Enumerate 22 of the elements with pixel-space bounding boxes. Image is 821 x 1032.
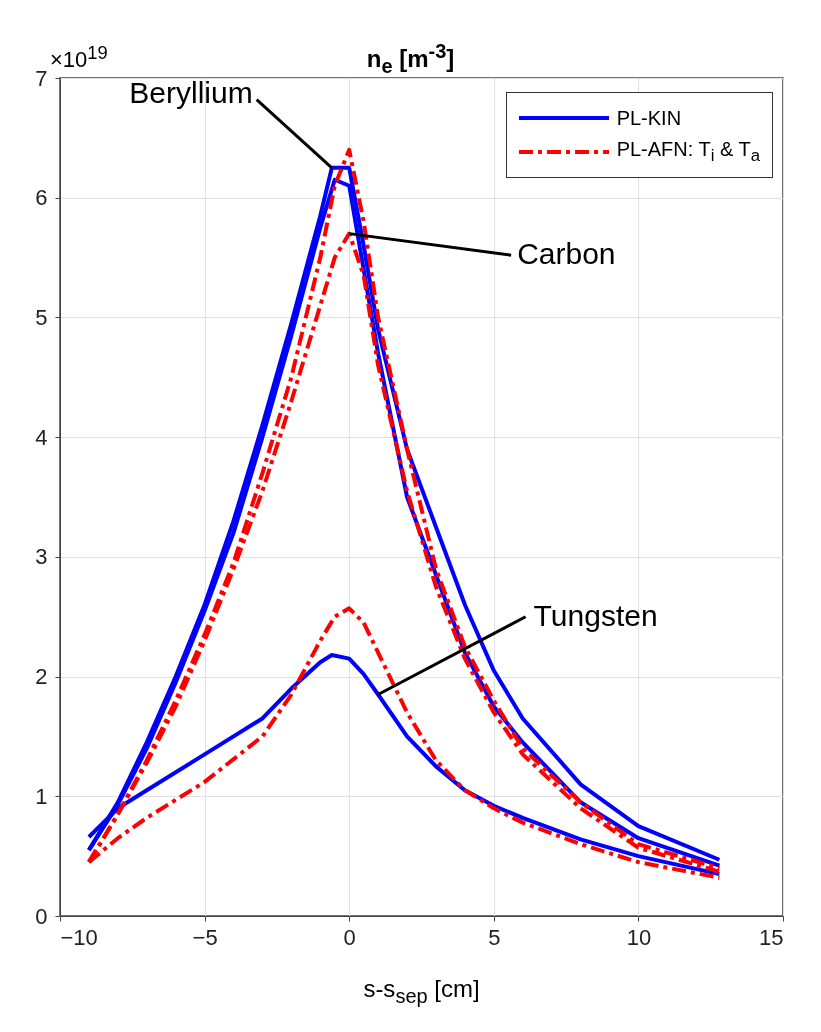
text: ×10$^{19}$	[50, 42, 108, 74]
y-tick-label: 1	[35, 783, 48, 809]
y-tick-label: 6	[35, 185, 48, 211]
x-axis-title: s-s$_{sep}$ [cm]	[362, 975, 481, 1008]
y-tick-label: 4	[35, 424, 48, 450]
y-tick-label: 5	[35, 304, 48, 330]
annotation: Tungsten	[533, 598, 658, 632]
annotation: Carbon	[517, 237, 616, 271]
x-tick-label: −10	[60, 924, 98, 950]
x-tick-label: 15	[759, 924, 784, 950]
y-tick-label: 2	[35, 664, 48, 690]
x-tick-label: −5	[192, 924, 218, 950]
x-tick-label: 10	[626, 924, 652, 950]
x-tick-label: 0	[343, 924, 356, 950]
y-tick-label: 3	[35, 544, 48, 570]
annotation: Beryllium	[129, 75, 253, 109]
legend-label: PL-KIN	[616, 106, 682, 130]
y-tick-label: 0	[35, 903, 48, 929]
y-tick-label: 7	[35, 65, 48, 91]
x-tick-label: 5	[488, 924, 501, 950]
legend-label: PL-AFN: T$_{i}$ & T$_{a}$	[616, 138, 760, 166]
chart-title: n$_{e}$ [m$^{-3}$]	[366, 40, 455, 77]
